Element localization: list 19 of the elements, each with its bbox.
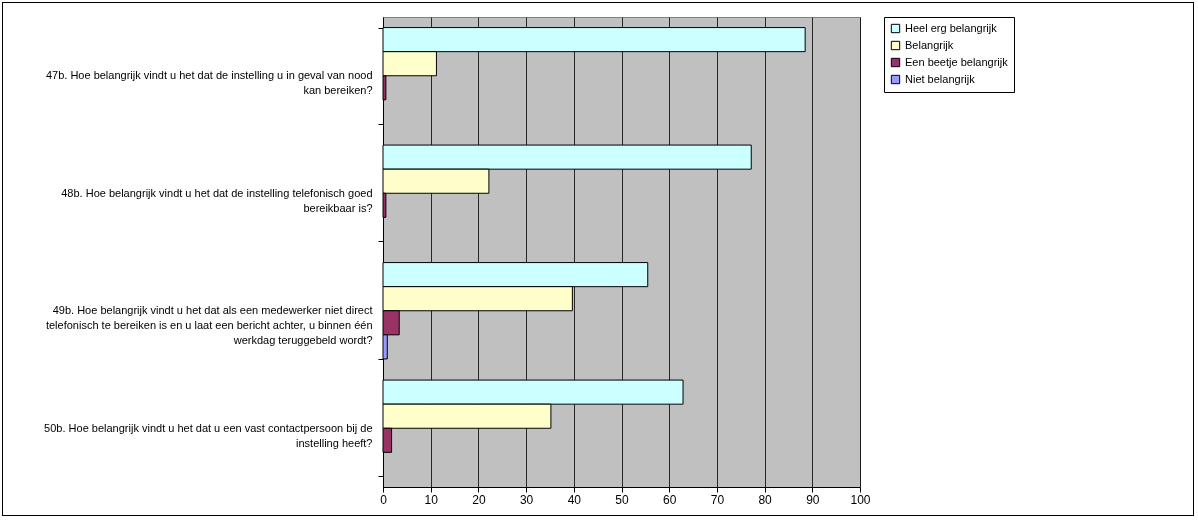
x-tick-label: 50 <box>615 492 629 507</box>
x-tick-label: 10 <box>424 492 439 507</box>
y-tick-label: 50b. Hoe belangrijk vindt u het dat u een vast contactpersoon bij de instelling heeft? <box>44 421 373 449</box>
x-tick-label: 90 <box>806 492 820 507</box>
legend-label: Een beetje belangrijk <box>905 55 1009 68</box>
x-tick-label: 70 <box>710 492 725 507</box>
x-tick-label: 0 <box>380 492 388 507</box>
y-tick-label: 48b. Hoe belangrijk vindt u het dat de instelling telefonisch goed bereikbaar is? <box>61 186 373 214</box>
x-tick-label: 20 <box>472 492 486 507</box>
x-tick-label: 100 <box>850 492 871 507</box>
legend-label: Belangrijk <box>905 38 954 51</box>
y-tick-label: 47b. Hoe belangrijk vindt u het dat de instelling u in geval van nood kan bereiken? <box>45 69 373 97</box>
x-tick-label: 60 <box>663 492 677 507</box>
legend-label: Heel erg belangrijk <box>905 21 998 34</box>
x-tick-label: 80 <box>758 492 773 507</box>
x-tick-label: 40 <box>567 492 582 507</box>
y-tick-label: 49b. Hoe belangrijk vindt u het dat als een medewerker niet direct telefonisch te bereiken is en u laat een bericht achter, u binnen één werkdag teruggebeld wordt? <box>45 304 373 347</box>
legend-label: Niet belangrijk <box>905 72 976 85</box>
x-tick-label: 30 <box>519 492 534 507</box>
